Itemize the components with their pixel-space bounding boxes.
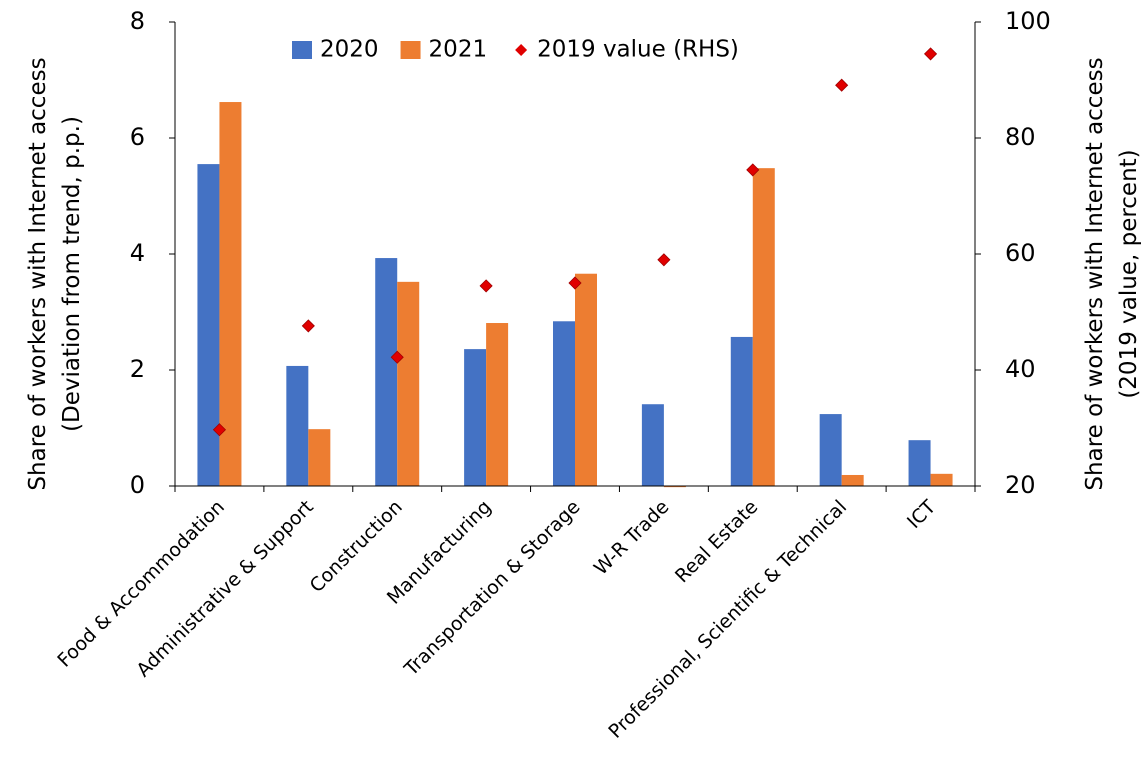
y-tick-label: 8 [130,7,145,35]
scatter-point [657,253,671,267]
bar [197,164,220,486]
legend-label: 2021 [429,37,488,63]
scatter-point [301,319,315,333]
y-tick-label: 2 [130,355,145,383]
bar [219,102,242,486]
legend: 2020 2021 2019 value (RHS) [292,37,739,63]
axis-title: Share of workers with Internet access [25,57,51,490]
y2-tick-label: 40 [1005,355,1036,383]
bar [752,168,775,486]
bar [841,474,864,486]
y-tick-label: 4 [130,239,145,267]
x-tick-label: Food & Accommodation [53,496,229,672]
scatter-point [923,47,938,61]
bar [930,473,953,486]
bar [308,429,331,486]
y-tick-label: 0 [130,471,145,499]
x-tick-label: Real Estate [671,496,762,587]
scatter-point [568,276,582,290]
bar [641,404,664,486]
y2-tick-label: 80 [1005,123,1036,151]
scatter-point [479,279,493,293]
axis-title: (Deviation from trend, p.p.) [59,116,85,432]
bar [375,258,398,486]
bar [286,365,309,486]
x-tick-label: ICT [903,496,940,533]
bar [397,281,420,486]
scatter-point [746,163,760,177]
legend-swatch [400,41,421,59]
x-tick-label: Transportation & Storage [400,496,585,681]
scatter-point [212,423,227,437]
x-tick-label: Construction [306,496,407,597]
bar [553,321,575,486]
legend-swatch [292,41,312,59]
scatter-point [835,78,849,92]
bar [575,273,597,486]
bar [730,336,753,486]
scatter-point [390,350,404,364]
bar [464,349,487,486]
bar [486,323,509,486]
bar [819,414,842,486]
bar [908,440,931,486]
y-tick-label: 6 [130,123,145,151]
legend-label: 2019 value (RHS) [537,37,739,63]
axis-title: (2019 value, percent) [1116,149,1142,398]
x-tick-label: Administrative & Support [132,496,317,681]
axis-title: Share of workers with Internet access [1082,57,1108,490]
bar [663,486,686,488]
y2-tick-label: 100 [1005,7,1051,35]
y2-tick-label: 20 [1005,471,1036,499]
legend-label: 2020 [320,37,379,63]
x-tick-label: W-R Trade [590,496,674,580]
legend-swatch [515,44,528,56]
y2-tick-label: 60 [1005,239,1036,267]
